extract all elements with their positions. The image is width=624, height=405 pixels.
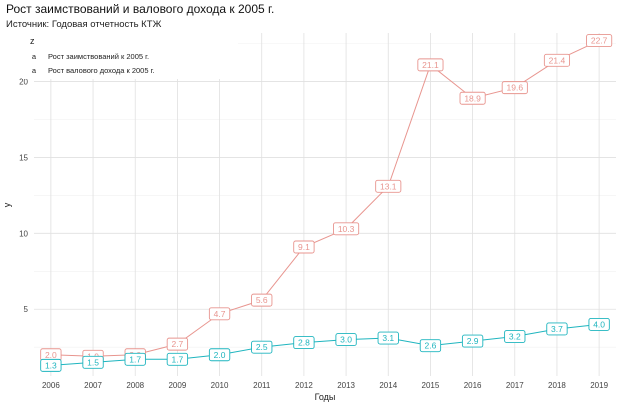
data-label-box: [543, 53, 571, 67]
data-label: 13.1: [380, 181, 397, 191]
data-label: 3.0: [340, 335, 352, 345]
data-label-box: [166, 337, 189, 351]
data-label-box: [461, 334, 484, 348]
x-tick-label: 2009: [168, 381, 186, 390]
data-label: 18.9: [464, 93, 481, 103]
y-tick-label: 15: [19, 153, 28, 162]
data-label: 21.1: [422, 60, 439, 70]
data-label: 1.7: [129, 354, 141, 364]
data-label-box: [166, 352, 189, 366]
data-label-box: [293, 336, 315, 350]
x-tick-label: 2010: [211, 381, 229, 390]
data-label-box: [251, 293, 273, 307]
data-label-box: [459, 91, 486, 105]
data-label: 2.6: [425, 341, 437, 351]
x-tick-label: 2019: [590, 381, 608, 390]
data-label-box: [375, 179, 402, 193]
x-axis-label: Годы: [315, 392, 336, 402]
data-label: 3.1: [382, 333, 394, 343]
legend-background: [22, 31, 238, 79]
data-label: 10.3: [338, 224, 355, 234]
legend-glyph-borrowing: a: [32, 52, 37, 61]
x-tick-label: 2014: [379, 381, 397, 390]
chart-subtitle: Источник: Годовая отчетность КТЖ: [6, 19, 162, 30]
data-label: 2.0: [214, 350, 226, 360]
data-label-box: [208, 307, 231, 321]
x-tick-label: 2012: [295, 381, 313, 390]
data-label-box: [293, 240, 315, 254]
data-label-box: [501, 81, 528, 95]
data-label-box: [124, 352, 146, 366]
data-label: 5.6: [256, 295, 268, 305]
data-labels: 2.01.92.02.74.75.69.110.313.121.118.919.…: [40, 34, 613, 372]
data-label-box: [40, 358, 62, 372]
data-label-box: [588, 317, 610, 331]
x-tick-label: 2018: [548, 381, 566, 390]
y-axis-label: y: [2, 202, 12, 207]
data-label-box: [208, 348, 231, 362]
legend: z a Рост заимствований к 2005 г. a Рост …: [22, 31, 238, 79]
data-label-box: [419, 339, 442, 353]
data-label-box: [82, 355, 104, 369]
x-tick-label: 2015: [422, 381, 440, 390]
y-tick-label: 20: [19, 78, 28, 87]
data-label: 9.1: [298, 242, 310, 252]
data-label-box: [417, 58, 444, 72]
x-tick-label: 2008: [126, 381, 144, 390]
y-axis-ticks: 5 10 15 20: [19, 78, 28, 315]
x-tick-label: 2007: [84, 381, 102, 390]
data-label-box: [335, 333, 357, 347]
y-tick-label: 5: [24, 305, 29, 314]
data-label: 2.5: [256, 342, 268, 352]
data-label-box: [377, 331, 399, 345]
legend-label-borrowing: Рост заимствований к 2005 г.: [48, 52, 149, 61]
data-label-box: [333, 222, 360, 236]
data-label: 2.7: [171, 339, 183, 349]
data-label: 4.7: [214, 309, 226, 319]
legend-glyph-revenue: a: [32, 66, 37, 75]
data-label: 22.7: [591, 36, 608, 46]
data-label: 2.8: [298, 338, 310, 348]
x-tick-label: 2016: [464, 381, 482, 390]
x-tick-label: 2017: [506, 381, 524, 390]
data-label: 4.0: [593, 319, 605, 329]
data-label-box: [251, 340, 273, 354]
data-label: 3.2: [509, 332, 521, 342]
x-tick-label: 2013: [337, 381, 355, 390]
x-tick-label: 2006: [42, 381, 60, 390]
data-label: 19.6: [507, 83, 524, 93]
legend-label-revenue: Рост валового дохода к 2005 г.: [48, 66, 155, 75]
data-label: 1.7: [171, 354, 183, 364]
data-label-box: [586, 34, 613, 48]
data-label: 2.9: [467, 336, 479, 346]
data-label-box: [546, 322, 568, 336]
data-label: 2.0: [45, 350, 57, 360]
x-axis-ticks: 2006 2007 2008 2009 2010 2011 2012 2013 2014 2015…: [42, 381, 609, 390]
x-tick-label: 2011: [253, 381, 271, 390]
y-tick-label: 10: [19, 229, 28, 238]
data-label-box: [504, 330, 526, 343]
data-label: 1.3: [45, 360, 57, 370]
chart-title: Рост заимствований и валового дохода к 2…: [6, 2, 274, 16]
data-label: 3.7: [551, 324, 563, 334]
legend-title: z: [30, 36, 35, 46]
data-label: 1.5: [87, 357, 99, 367]
data-label: 21.4: [549, 55, 566, 65]
plot-background: [34, 33, 616, 376]
